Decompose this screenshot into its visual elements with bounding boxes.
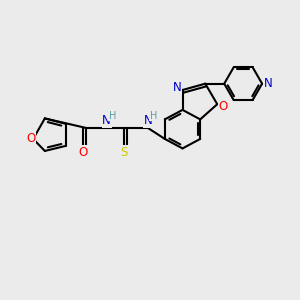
Text: O: O [218, 100, 228, 113]
Text: N: N [102, 114, 111, 128]
Text: H: H [109, 111, 116, 121]
Text: O: O [26, 132, 35, 146]
Text: N: N [172, 81, 181, 94]
Text: N: N [263, 77, 272, 90]
Text: N: N [143, 114, 152, 128]
Text: H: H [150, 111, 157, 121]
Text: O: O [79, 146, 88, 159]
Text: S: S [121, 146, 128, 159]
